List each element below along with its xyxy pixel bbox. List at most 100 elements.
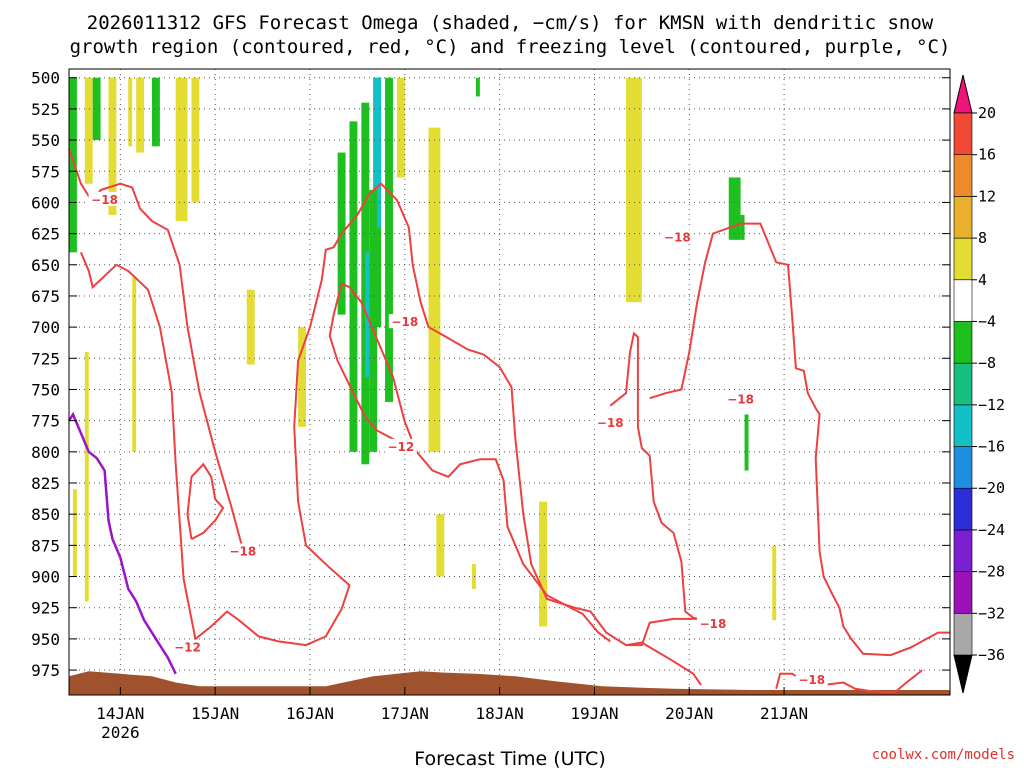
colorbar-label-4: −20 xyxy=(978,479,1005,497)
contour-label-bg-2 xyxy=(226,543,259,558)
omega-yellow-region-1 xyxy=(84,77,93,184)
y-tick-label-4: 600 xyxy=(31,193,60,212)
y-tick-label-15: 875 xyxy=(31,536,60,555)
omega-yellow-region-17 xyxy=(539,501,548,627)
omega-yellow-region-8 xyxy=(72,489,77,577)
contour-label-bg-8 xyxy=(724,391,757,406)
colorbar-label-10: 8 xyxy=(978,229,987,247)
colorbar-label-5: −16 xyxy=(978,438,1005,456)
y-tick-label-6: 650 xyxy=(31,256,60,275)
contour-label-8: −18 xyxy=(727,392,754,406)
colorbar-box-4 xyxy=(953,446,973,489)
y-tick-label-1: 525 xyxy=(31,100,60,119)
omega-green-region-8 xyxy=(385,77,393,402)
y-tick-label-19: 975 xyxy=(31,661,60,680)
omega-teal-region-2 xyxy=(373,77,382,190)
omega-yellow-region-9 xyxy=(132,277,137,452)
contour-label-6: −18 xyxy=(597,416,624,430)
freezing-level-line xyxy=(67,411,177,675)
dgz-contour-1 xyxy=(79,182,702,686)
chart-title-line-1: 2026011312 GFS Forecast Omega (shaded, −… xyxy=(87,12,934,34)
grid xyxy=(69,69,950,695)
x-sublabel-year: 2026 xyxy=(101,723,140,742)
contour-label-0: −18 xyxy=(91,193,118,207)
y-tick-label-2: 550 xyxy=(31,131,60,150)
omega-yellow-region-18 xyxy=(626,77,642,303)
dgz-contour-2 xyxy=(186,462,225,540)
omega-green-region-1 xyxy=(92,77,101,141)
y-tick-label-9: 725 xyxy=(31,349,60,368)
plot-frame xyxy=(68,68,951,696)
omega-green-region-11 xyxy=(740,214,745,240)
colorbar-box-7 xyxy=(953,321,973,364)
omega-yellow-region-6 xyxy=(191,77,200,203)
colorbar-label-12: 16 xyxy=(978,146,996,164)
contour-label-2: −18 xyxy=(229,545,256,559)
x-tick-label-3: 17JAN xyxy=(381,704,429,723)
x-tick-label-7: 21JAN xyxy=(760,704,808,723)
contour-label-bg-9 xyxy=(795,672,828,687)
contour-label-3: −18 xyxy=(391,315,418,329)
contour-label-bg-4 xyxy=(384,438,417,453)
contour-label-5: −18 xyxy=(664,230,691,244)
x-tick-label-2: 16JAN xyxy=(286,704,334,723)
dgz-contour-6 xyxy=(609,331,706,622)
omega-green-region-4 xyxy=(361,102,370,465)
y-tick-label-14: 850 xyxy=(31,505,60,524)
omega-green-region-12 xyxy=(744,414,749,471)
colorbar-label-11: 12 xyxy=(978,187,996,205)
contour-label-9: −18 xyxy=(798,673,825,687)
colorbar-box-6 xyxy=(953,362,973,406)
colorbar-label-0: −36 xyxy=(978,646,1005,664)
y-tick-label-3: 575 xyxy=(31,162,60,181)
x-tick-label-5: 19JAN xyxy=(570,704,618,723)
y-tick-label-8: 700 xyxy=(31,318,60,337)
y-axis: 500 525 550 575 600 625 650 675 700 725 750 775 800 8… xyxy=(31,69,950,680)
omega-yellow-region-4 xyxy=(136,77,145,153)
contour-label-bg-0 xyxy=(88,191,121,206)
omega-green-region-9 xyxy=(475,77,480,97)
colorbar-box-12 xyxy=(953,112,973,155)
colorbar-box-10 xyxy=(953,196,973,239)
omega-yellow-region-13 xyxy=(428,127,441,452)
omega-yellow-region-10 xyxy=(246,289,255,365)
contour-label-bg-5 xyxy=(661,229,694,244)
contour-label-7: −18 xyxy=(700,617,727,631)
freezing-level-contour xyxy=(67,411,177,675)
dgz-contour-5 xyxy=(649,222,950,657)
terrain-area xyxy=(69,671,950,695)
contour-label-bg-6 xyxy=(594,415,627,430)
dgz-contour-7 xyxy=(775,669,923,694)
colorbar-box-2 xyxy=(953,529,973,572)
omega-yellow-region-7 xyxy=(84,352,89,602)
omega-green-region-3 xyxy=(349,121,358,452)
y-tick-label-18: 950 xyxy=(31,630,60,649)
terrain-shading xyxy=(69,671,950,695)
y-tick-label-10: 750 xyxy=(31,380,60,399)
colorbar-box-5 xyxy=(953,404,973,447)
omega-yellow-region-16 xyxy=(471,564,476,590)
colorbar: −36 −32 −28 −24 −20 −16 −12 −8 −4 4 8 12 16 20 xyxy=(953,74,1005,694)
colorbar-label-8: −4 xyxy=(978,312,996,330)
colorbar-box-11 xyxy=(953,154,973,197)
colorbar-top-triangle xyxy=(953,74,973,114)
credit-text: coolwx.com/models xyxy=(872,747,1015,763)
colorbar-label-13: 20 xyxy=(978,104,996,122)
omega-yellow-region-11 xyxy=(298,327,307,427)
contour-label-bg-1 xyxy=(171,639,204,654)
y-tick-label-7: 675 xyxy=(31,287,60,306)
omega-yellow-region-15 xyxy=(396,77,405,178)
colorbar-label-2: −28 xyxy=(978,563,1005,581)
colorbar-label-3: −24 xyxy=(978,521,1005,539)
omega-green-region-0 xyxy=(69,77,77,253)
x-axis: 14JAN 15JAN 16JAN 17JAN 18JAN 19JAN 20JAN 21JAN xyxy=(96,687,808,723)
chart-title-line-2: growth region (contoured, red, °C) and f… xyxy=(70,36,951,58)
omega-yellow-region-2 xyxy=(108,77,117,215)
x-tick-label-4: 18JAN xyxy=(476,704,524,723)
dgz-contour-0 xyxy=(68,148,244,550)
omega-yellow-region-5 xyxy=(175,77,188,222)
colorbar-box-9 xyxy=(953,237,973,281)
colorbar-label-9: 4 xyxy=(978,271,987,289)
colorbar-box-8 xyxy=(953,279,973,322)
y-tick-label-12: 800 xyxy=(31,443,60,462)
